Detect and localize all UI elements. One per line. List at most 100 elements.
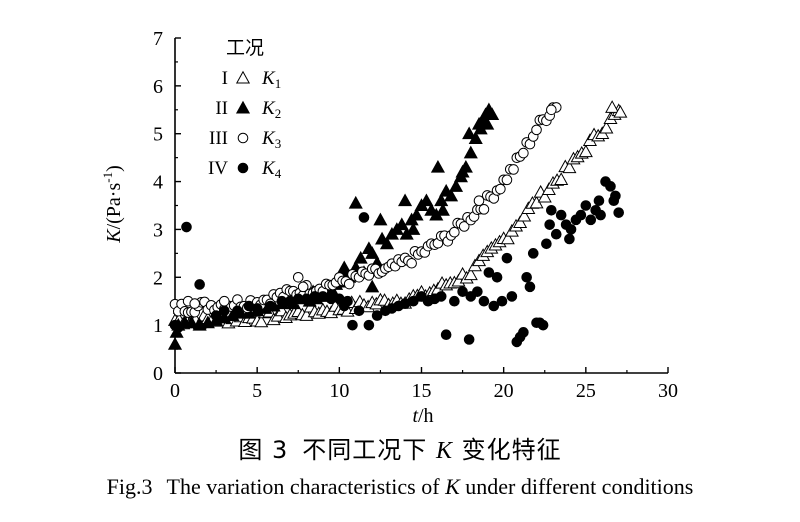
data-point-K4	[232, 305, 243, 317]
data-point-K4	[506, 291, 518, 302]
data-point-K4	[501, 252, 513, 264]
data-point-K4	[251, 303, 263, 314]
data-point-K1	[578, 144, 593, 158]
tick-labels: 0 1 2 3 4 5 6 7 0 5 10 15 20 25 30	[153, 28, 678, 402]
legend-label: K1	[261, 68, 281, 91]
data-point-K3	[189, 298, 201, 309]
y-tick-label: 6	[153, 76, 163, 98]
data-point-K3	[478, 204, 490, 215]
data-point-K4	[449, 295, 460, 307]
data-point-K2	[485, 107, 500, 121]
legend-roman: II	[215, 98, 228, 119]
data-point-K1	[537, 189, 552, 203]
data-point-K2	[398, 193, 413, 207]
caption-en-text-after: under different conditions	[465, 474, 694, 499]
y-tick-label: 0	[153, 363, 163, 385]
data-point-K2	[365, 246, 380, 259]
data-point-K4	[440, 329, 452, 341]
data-point-K4	[564, 233, 575, 245]
data-point-K4	[371, 310, 383, 321]
y-tick-label: 5	[153, 124, 163, 146]
data-point-K4	[518, 327, 529, 338]
data-point-K2	[167, 337, 183, 350]
data-point-K4	[605, 181, 616, 192]
y-axis-label: K/(Pa·s-1)	[100, 165, 125, 244]
data-point-K4	[496, 295, 508, 307]
caption-en-text-before: The variation characteristics of	[166, 474, 440, 499]
data-point-K2	[365, 279, 380, 293]
caption-en-prefix: Fig.3	[106, 474, 153, 499]
data-point-K3	[518, 147, 529, 159]
legend-entry-1: I K1	[222, 68, 282, 91]
data-point-K4	[435, 291, 447, 302]
legend: 工况 I K1 II K2 III K3 IV K4	[208, 37, 282, 181]
data-point-K2	[448, 179, 464, 192]
data-point-K4	[363, 319, 375, 331]
data-point-K4	[565, 224, 577, 235]
data-point-K1	[613, 104, 628, 118]
legend-roman: I	[222, 68, 228, 89]
data-point-K2	[463, 145, 478, 159]
data-point-K3	[406, 257, 417, 269]
data-point-K2	[430, 159, 445, 173]
data-point-K3	[292, 271, 304, 283]
data-point-K4	[595, 209, 606, 221]
data-point-K4	[585, 214, 597, 226]
y-tick-label: 4	[153, 172, 163, 194]
data-point-K4	[194, 279, 205, 290]
data-point-K2	[373, 212, 388, 226]
data-point-K4	[491, 271, 503, 283]
data-point-K4	[488, 300, 500, 312]
data-point-K4	[181, 221, 192, 233]
data-point-K2	[353, 250, 368, 264]
data-point-K2	[480, 116, 495, 130]
legend-entry-2: II K2	[215, 98, 281, 121]
caption-cn-var: K	[435, 438, 453, 464]
data-point-K2	[462, 126, 477, 140]
data-point-K4	[219, 305, 230, 317]
chart: 0 1 2 3 4 5 6 7 0 5 10 15 20 25 30 K/(Pa·s-1) t/h 工况 I…	[100, 28, 678, 427]
x-tick-label: 20	[494, 380, 514, 402]
data-point-K2	[444, 188, 459, 202]
data-point-K3	[473, 195, 485, 207]
data-point-K2	[184, 315, 199, 329]
data-point-K2	[419, 193, 434, 207]
data-point-K4	[580, 200, 592, 211]
data-point-K4	[613, 207, 625, 218]
data-point-K3	[343, 278, 355, 290]
legend-marker	[235, 70, 251, 84]
data-point-K4	[342, 295, 353, 307]
data-point-K4	[472, 286, 483, 297]
data-point-K2	[409, 207, 424, 221]
data-point-K4	[478, 295, 490, 307]
data-point-K1	[513, 215, 528, 229]
data-point-K2	[435, 203, 450, 216]
data-point-K4	[521, 271, 532, 283]
data-point-K4	[610, 190, 621, 202]
data-point-K3	[449, 226, 460, 238]
data-point-K4	[555, 209, 567, 221]
data-point-K4	[353, 305, 365, 317]
y-tick-label: 1	[153, 315, 163, 337]
data-point-K4	[172, 322, 184, 333]
data-point-K4	[575, 209, 587, 221]
data-point-K1	[500, 231, 515, 245]
legend-roman: III	[209, 128, 228, 149]
data-point-K4	[483, 267, 495, 278]
legend-marker	[235, 100, 251, 114]
legend-marker	[237, 162, 249, 174]
data-point-K1	[599, 120, 614, 134]
x-axis-label: t/h	[412, 405, 433, 427]
data-point-K1	[254, 314, 269, 328]
x-tick-label: 5	[252, 380, 262, 402]
x-tick-label: 25	[576, 380, 596, 402]
data-point-K4	[407, 295, 419, 307]
data-point-K2	[434, 193, 449, 207]
y-tick-label: 2	[153, 267, 163, 289]
legend-label: K2	[261, 98, 281, 121]
data-point-K3	[458, 221, 470, 232]
data-point-K1	[554, 172, 569, 185]
data-point-K4	[541, 238, 552, 250]
y-tick-label: 7	[153, 28, 163, 50]
data-point-K2	[379, 236, 395, 250]
